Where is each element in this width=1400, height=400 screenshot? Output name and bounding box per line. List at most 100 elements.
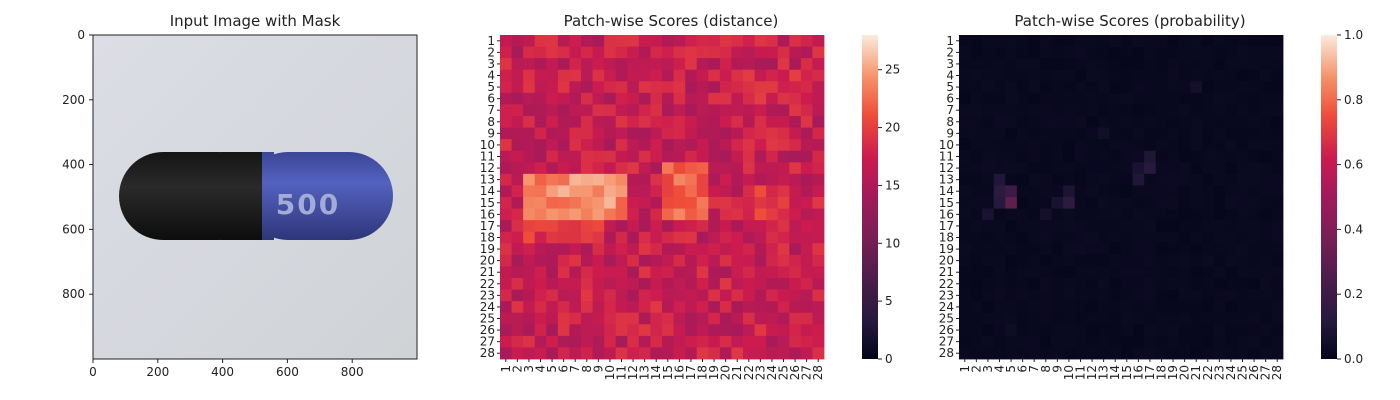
heatmap-cell (581, 92, 593, 105)
heatmap-cell (754, 116, 767, 128)
heatmap-cell (1259, 197, 1272, 209)
heatmap-cell (1144, 278, 1157, 290)
row-tick-label: 8 (946, 115, 954, 129)
heatmap-cell (673, 197, 686, 209)
heatmap-cell (970, 69, 983, 82)
heatmap-cell (1121, 243, 1133, 256)
heatmap-cell (1063, 185, 1076, 198)
heatmap-cell (1225, 278, 1238, 290)
heatmap-cell (534, 127, 547, 140)
heatmap-cell (789, 173, 802, 186)
heatmap-cell (1086, 162, 1099, 175)
heatmap-cell (1248, 185, 1261, 198)
heatmap-cell (1121, 139, 1133, 152)
heatmap-cell (650, 335, 663, 348)
heatmap-cell (500, 35, 512, 47)
row-tick-label: 13 (480, 173, 495, 187)
heatmap-cell (650, 81, 663, 94)
row-tick-label: 9 (946, 126, 954, 140)
heatmap-cell (1236, 324, 1249, 337)
heatmap-cell (800, 173, 813, 186)
heatmap-cell (1248, 46, 1261, 59)
heatmap-cell (1259, 220, 1272, 233)
heatmap-cell (1028, 35, 1041, 47)
heatmap-cell (789, 312, 802, 325)
heatmap-cell (1005, 81, 1018, 94)
heatmap-cell (959, 254, 971, 267)
heatmap-cell (1155, 289, 1168, 302)
heatmap-cell (754, 46, 767, 59)
heatmap-cell (523, 324, 536, 337)
heatmap-cell (673, 220, 686, 233)
heatmap-cell (1132, 335, 1145, 348)
heatmap-cell (523, 92, 536, 105)
heatmap-cell (592, 127, 605, 140)
heatmap-cell (581, 116, 593, 128)
col-tick-label: 1 (499, 365, 513, 373)
heatmap-cell (662, 35, 674, 47)
heatmap-cell (615, 173, 628, 186)
heatmap-cell (1167, 347, 1180, 360)
heatmap-cell (993, 324, 1006, 337)
heatmap-cell (1202, 301, 1214, 314)
heatmap-cell (1213, 220, 1226, 233)
heatmap-cell (800, 116, 813, 128)
heatmap-cell (754, 139, 767, 152)
heatmap-cell (708, 231, 721, 244)
heatmap-cell (1063, 35, 1076, 47)
heatmap-cell (754, 254, 767, 267)
heatmap-cell (800, 254, 813, 267)
heatmap-cell (1178, 243, 1191, 256)
heatmap-cell (650, 347, 663, 360)
heatmap-cell (1225, 162, 1238, 175)
heatmap-cell (743, 335, 755, 348)
heatmap-cell (1155, 243, 1168, 256)
heatmap-cell (546, 266, 559, 279)
heatmap-cell (592, 278, 605, 290)
heatmap-cell (500, 266, 512, 279)
heatmap-cell (615, 116, 628, 128)
heatmap-cell (650, 173, 663, 186)
heatmap-cell (719, 92, 732, 105)
heatmap-cell (627, 81, 640, 94)
heatmap-cell (1132, 231, 1145, 244)
heatmap-cell (1121, 312, 1133, 325)
heatmap-cell (743, 104, 755, 117)
heatmap-cell (1202, 58, 1214, 71)
heatmap-cell (523, 197, 536, 209)
heatmap-cell (500, 116, 512, 128)
heatmap-cell (1109, 278, 1122, 290)
heatmap-cell (1051, 58, 1064, 71)
heatmap-cell (500, 324, 512, 337)
heatmap-cell (511, 173, 524, 186)
heatmap-cell (800, 104, 813, 117)
heatmap-cell (1040, 324, 1052, 337)
heatmap-cell (627, 35, 640, 47)
heatmap-cell (534, 289, 547, 302)
row-tick-label: 28 (939, 346, 954, 360)
heatmap-cell (1259, 81, 1272, 94)
heatmap-cell (754, 127, 767, 140)
heatmap-cell (708, 254, 721, 267)
heatmap-cell (1225, 266, 1238, 279)
heatmap-cell (627, 335, 640, 348)
heatmap-cell (789, 81, 802, 94)
heatmap-cell (1248, 116, 1261, 128)
heatmap-cell (1178, 254, 1191, 267)
heatmap-cell (812, 185, 825, 198)
heatmap-cell (1040, 197, 1052, 209)
heatmap-cell (546, 301, 559, 314)
heatmap-cell (1155, 266, 1168, 279)
heatmap-cell (1063, 104, 1076, 117)
heatmap-cell (1051, 289, 1064, 302)
heatmap-cell (1144, 324, 1157, 337)
heatmap-cell (719, 312, 732, 325)
col-tick-label: 26 (1247, 365, 1261, 380)
heatmap-cell (1109, 35, 1122, 47)
heatmap-cell (789, 58, 802, 71)
heatmap-cell (1132, 243, 1145, 256)
heatmap-cell (1236, 301, 1249, 314)
heatmap-cell (1236, 185, 1249, 198)
col-tick-label: 4 (534, 365, 548, 373)
heatmap-cell (708, 312, 721, 325)
